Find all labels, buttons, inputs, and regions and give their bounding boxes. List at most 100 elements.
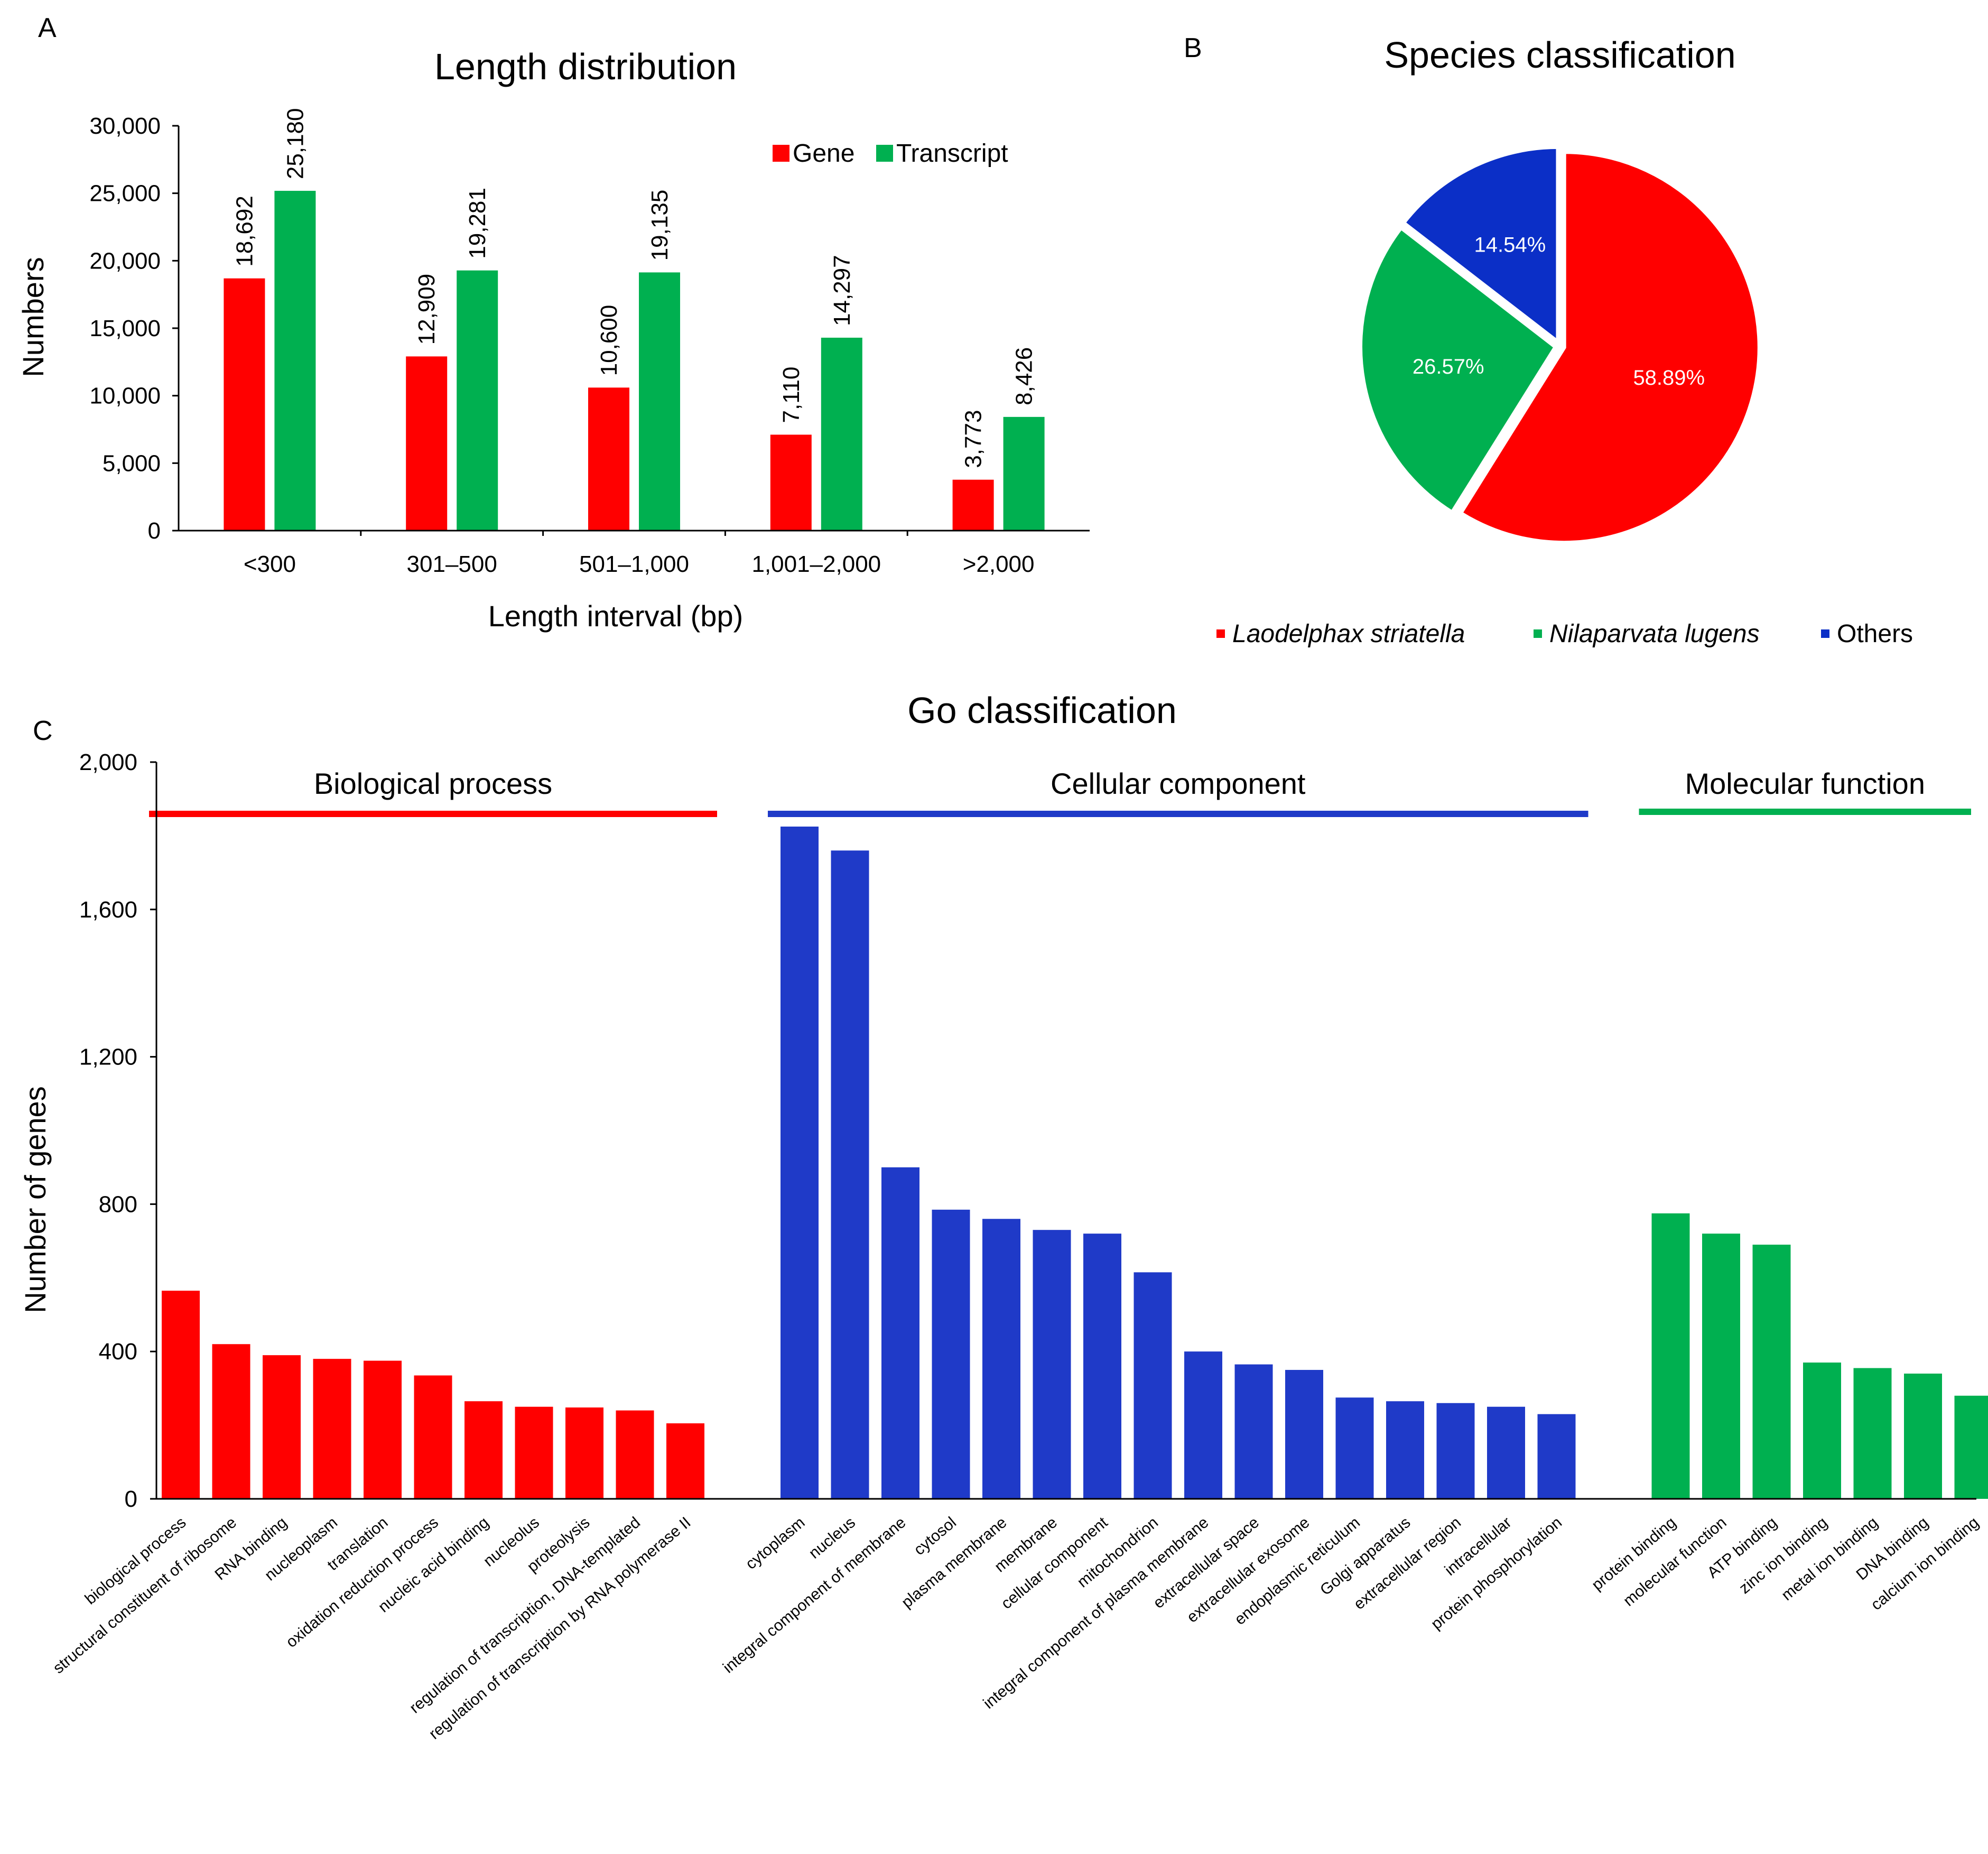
- go-bar-rna-binding: [263, 1355, 301, 1499]
- data-label-gene-0: 18,692: [231, 196, 257, 267]
- go-bar-integral-component-of-plasma-membrane: [1184, 1351, 1222, 1499]
- pie-label-nilaparvata-lugens: 26.57%: [1413, 355, 1484, 378]
- go-bar-oxidation-reduction-process: [414, 1375, 452, 1499]
- go-label-regulation-of-transcription-dna-templated: regulation of transcription, DNA-templat…: [406, 1514, 644, 1717]
- pie-slice-nilaparvata-lugens: [1358, 224, 1559, 516]
- length-chart-ylabel: Numbers: [16, 257, 50, 377]
- go-label-protein-binding: protein binding: [1588, 1514, 1679, 1594]
- go-bar-cytoplasm: [781, 826, 819, 1499]
- bar-gene-1: [406, 356, 448, 531]
- pie-legend: Laodelphax striatella Nilaparvata lugens…: [1216, 620, 1913, 648]
- go-bar-integral-component-of-membrane: [881, 1167, 919, 1499]
- go-bar-cytosol: [932, 1209, 970, 1499]
- pie-label-others: 14.54%: [1474, 233, 1546, 256]
- length-bars: 18,692 25,180 12,909 19,281 10,600 19,135 7,11…: [224, 108, 1045, 531]
- data-label-transcript-2: 19,135: [647, 190, 673, 261]
- legend-swatch-laodelphax: [1216, 629, 1225, 638]
- go-bar-plasma-membrane: [982, 1219, 1020, 1499]
- y-tick-label-1: 5,000: [103, 450, 161, 476]
- panel-label-c: C: [33, 716, 53, 746]
- go-label-structural-constituent-of-ribosome: structural constituent of ribosome: [50, 1514, 240, 1677]
- pie-slice-laodelphax-striatella: [1457, 150, 1762, 545]
- y-tick-label-4: 20,000: [89, 248, 161, 274]
- bar-transcript-3: [821, 337, 862, 531]
- go-group-label-biological-process: Biological process: [314, 767, 552, 800]
- length-axes: <300 301–500 501–1,000 1,001–2,000 >2,000 0 5,…: [89, 113, 1090, 577]
- go-label-integral-component-of-membrane: integral component of membrane: [720, 1514, 909, 1676]
- x-tick-label-2: 501–1,000: [579, 551, 689, 577]
- go-axes: 0 400 800 1,200 1,600 2,000: [79, 749, 1976, 1512]
- panel-label-b: B: [1184, 33, 1202, 63]
- species-classification-chart: B Species classification 58.89% 26.57% 14.…: [1184, 33, 1913, 648]
- go-bar-nucleoplasm: [313, 1359, 351, 1499]
- y-tick-label-0: 0: [148, 518, 161, 544]
- go-bars: [162, 826, 1988, 1499]
- go-chart-ylabel: Number of genes: [18, 1086, 52, 1313]
- go-bar-extracellular-exosome: [1285, 1370, 1323, 1499]
- go-bar-nucleus: [831, 850, 869, 1499]
- go-label-cytosol: cytosol: [911, 1514, 960, 1559]
- go-y-tick-label-0: 0: [125, 1486, 137, 1512]
- go-label-cytoplasm: cytoplasm: [742, 1514, 809, 1573]
- go-bar-structural-constituent-of-ribosome: [212, 1344, 250, 1499]
- length-distribution-chart: A Length distribution Numbers Length int…: [16, 13, 1090, 633]
- go-y-tick-label-1: 400: [99, 1339, 137, 1365]
- go-bar-translation: [364, 1360, 402, 1499]
- y-tick-label-3: 15,000: [89, 316, 161, 341]
- x-tick-label-4: >2,000: [963, 551, 1035, 577]
- bar-gene-3: [770, 434, 812, 531]
- species-chart-title: Species classification: [1384, 34, 1735, 76]
- go-bar-atp-binding: [1752, 1245, 1791, 1499]
- go-bar-biological-process: [162, 1291, 200, 1499]
- go-y-tick-label-2: 800: [99, 1191, 137, 1217]
- go-bar-nucleic-acid-binding: [465, 1401, 503, 1499]
- go-group-headers: Biological process Cellular component Mole…: [149, 767, 1971, 817]
- go-y-tick-label-5: 2,000: [79, 749, 137, 775]
- length-chart-xlabel: Length interval (bp): [488, 599, 744, 633]
- go-label-golgi-apparatus: Golgi apparatus: [1317, 1514, 1414, 1599]
- pie-label-laodelphax-striatella: 58.89%: [1633, 366, 1705, 390]
- go-classification-chart: C Go classification Number of genes Biol…: [18, 690, 1988, 1743]
- legend-label-transcript: Transcript: [896, 140, 1008, 168]
- go-bar-dna-binding: [1904, 1374, 1942, 1499]
- y-tick-label-6: 30,000: [89, 113, 161, 139]
- data-label-transcript-0: 25,180: [282, 108, 308, 179]
- length-chart-title: Length distribution: [434, 46, 737, 87]
- go-bar-mitochondrion: [1134, 1272, 1172, 1499]
- y-tick-label-2: 10,000: [89, 383, 161, 409]
- legend-swatch-gene: [773, 145, 789, 162]
- x-tick-label-0: <300: [244, 551, 296, 577]
- go-bar-membrane: [1033, 1230, 1071, 1499]
- go-bar-extracellular-region: [1436, 1403, 1475, 1499]
- data-label-transcript-1: 19,281: [465, 188, 490, 259]
- bar-gene-4: [952, 479, 994, 531]
- go-bar-molecular-function: [1702, 1234, 1740, 1499]
- bar-transcript-4: [1003, 416, 1045, 531]
- legend-swatch-transcript: [876, 145, 893, 162]
- go-bar-nucleolus: [515, 1406, 553, 1499]
- legend-label-others: Others: [1837, 620, 1913, 648]
- pie-slice-others: [1400, 144, 1560, 347]
- go-bar-calcium-ion-binding: [1954, 1395, 1988, 1499]
- bar-transcript-1: [457, 270, 498, 531]
- data-label-transcript-3: 14,297: [829, 255, 855, 326]
- go-group-label-cellular-component: Cellular component: [1051, 767, 1306, 800]
- y-tick-label-5: 25,000: [89, 181, 161, 207]
- go-y-tick-label-3: 1,200: [79, 1044, 137, 1070]
- go-bar-intracellular: [1487, 1406, 1525, 1499]
- go-bar-endoplasmic-reticulum: [1335, 1397, 1374, 1499]
- bar-transcript-2: [639, 272, 680, 531]
- go-bar-protein-binding: [1651, 1213, 1690, 1499]
- x-tick-label-3: 1,001–2,000: [751, 551, 881, 577]
- data-label-gene-1: 12,909: [414, 274, 440, 345]
- data-label-gene-2: 10,600: [596, 305, 622, 376]
- go-group-label-molecular-function: Molecular function: [1685, 767, 1925, 800]
- go-bar-golgi-apparatus: [1386, 1401, 1424, 1499]
- panel-label-a: A: [38, 13, 57, 43]
- go-bar-zinc-ion-binding: [1803, 1362, 1841, 1499]
- legend-label-gene: Gene: [793, 140, 854, 168]
- data-label-gene-4: 3,773: [961, 410, 987, 468]
- go-bar-metal-ion-binding: [1853, 1368, 1892, 1499]
